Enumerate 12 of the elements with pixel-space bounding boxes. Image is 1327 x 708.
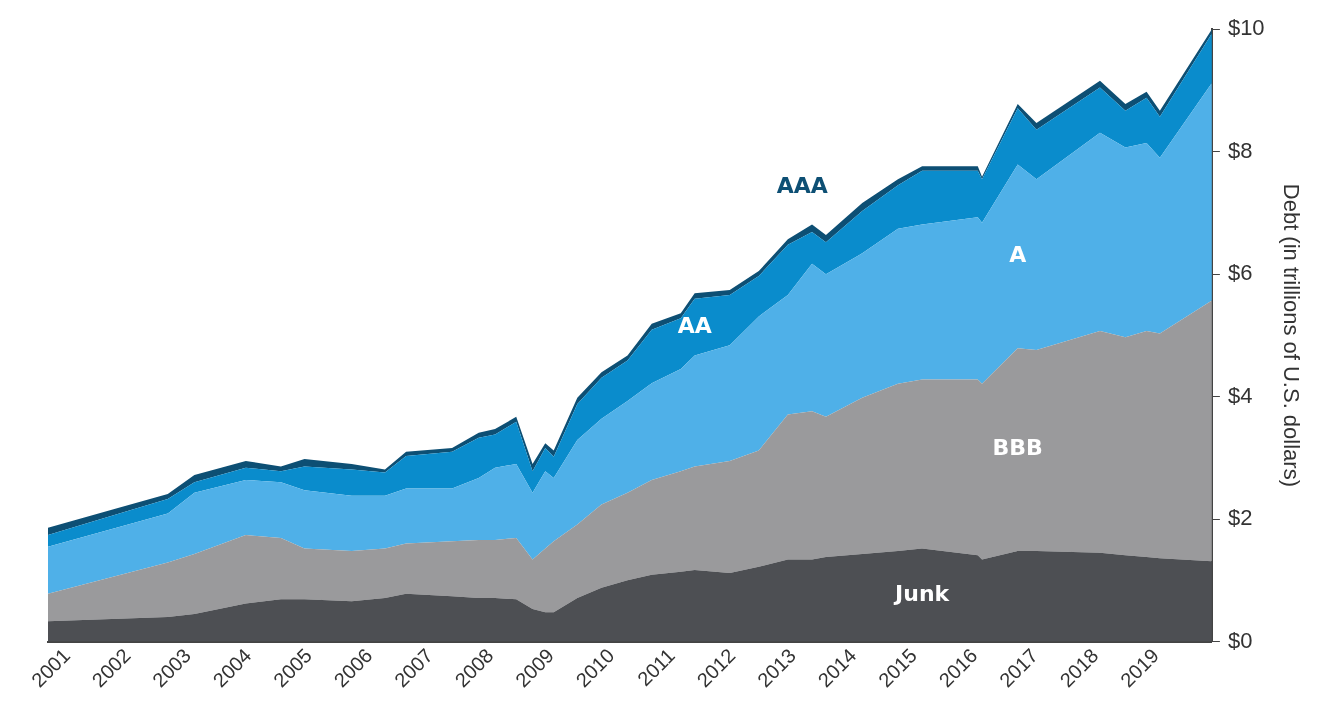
y-axis-title: Debt (in trillions of U.S. dollars): [1278, 183, 1304, 487]
y-tick-label: $0: [1227, 627, 1253, 653]
y-tick-label: $10: [1227, 15, 1265, 41]
series-label: AA: [677, 312, 712, 338]
y-tick-label: $8: [1227, 137, 1253, 163]
series-label: A: [1009, 242, 1027, 268]
y-tick-label: $2: [1227, 505, 1253, 531]
y-tick-label: $4: [1227, 382, 1253, 408]
series-label: BBB: [992, 435, 1043, 461]
series-label: AAA: [776, 172, 828, 198]
y-tick-label: $6: [1227, 260, 1253, 286]
series-label: Junk: [893, 580, 951, 606]
